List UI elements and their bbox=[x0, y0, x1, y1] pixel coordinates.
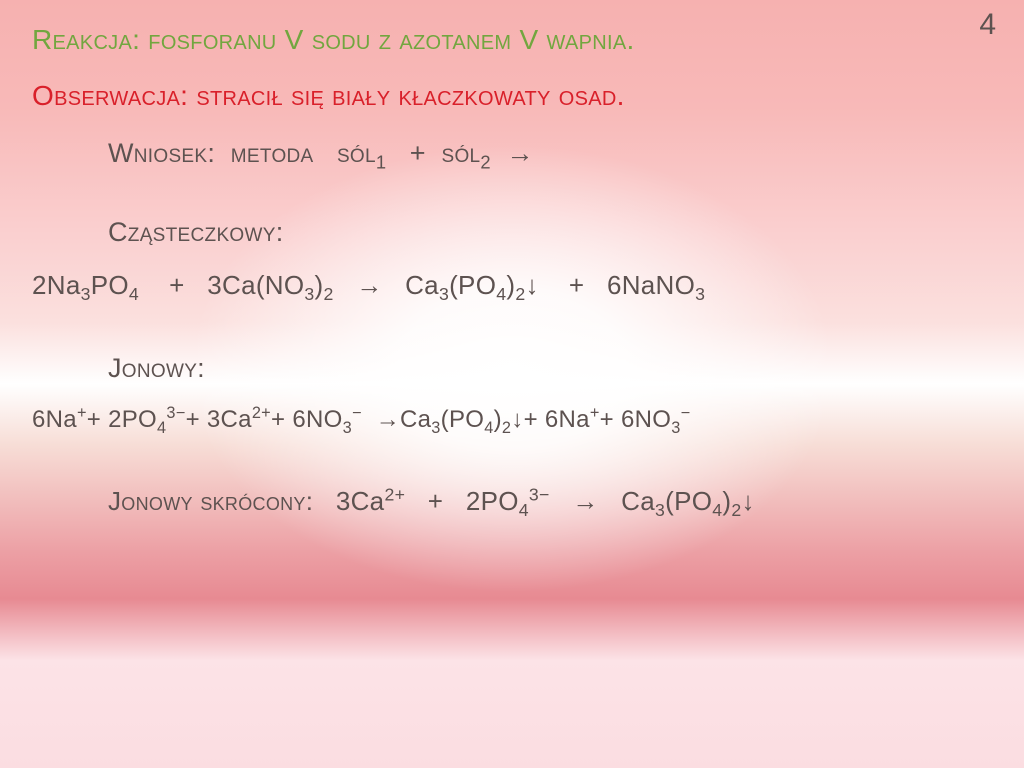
i-s7: 2 bbox=[502, 419, 511, 437]
ionic-equation: 6Na++ 2PO43−+ 3Ca2++ 6NO3− →Ca3(PO4)2↓+ … bbox=[32, 406, 1008, 434]
i-u1: + bbox=[77, 404, 87, 422]
arrow: → bbox=[507, 138, 534, 168]
i-l7: ) bbox=[494, 406, 502, 433]
reaction-label: Reakcja: bbox=[32, 24, 140, 55]
sol2-base: sól bbox=[441, 138, 480, 168]
si-t1: 3Ca bbox=[336, 486, 385, 516]
i-u3: 2+ bbox=[252, 404, 271, 422]
m-t7: ) bbox=[506, 270, 515, 300]
molecular-label: Cząsteczkowy: bbox=[32, 217, 1008, 248]
i-plus2: + bbox=[186, 406, 200, 433]
conclusion-formula: sól1 + sól2 → bbox=[337, 138, 534, 168]
m-s7: 2 bbox=[515, 284, 525, 304]
conclusion-label: Wniosek: bbox=[108, 138, 215, 168]
observation-label: Obserwacja: bbox=[32, 80, 188, 111]
i-plus3: + bbox=[271, 406, 285, 433]
i-u4: − bbox=[352, 404, 362, 422]
m-t2: PO bbox=[91, 270, 129, 300]
molecular-block: Cząsteczkowy: 2Na3PO4 + 3Ca(NO3)2 → Ca3(… bbox=[32, 217, 1008, 301]
si-u1: 2+ bbox=[384, 484, 405, 504]
m-t5: Ca bbox=[405, 270, 439, 300]
si-t3: Ca bbox=[621, 486, 655, 516]
i-arrow: → bbox=[376, 406, 400, 433]
m-s1: 3 bbox=[81, 284, 91, 304]
i-l5: Ca bbox=[400, 406, 431, 433]
m-s4: 2 bbox=[324, 284, 334, 304]
i-l8: 6Na bbox=[545, 406, 590, 433]
m-s8: 3 bbox=[695, 284, 705, 304]
slide: 4 Reakcja: fosforanu V sodu z azotanem V… bbox=[0, 0, 1024, 768]
ionic-block: Jonowy: 6Na++ 2PO43−+ 3Ca2++ 6NO3− →Ca3(… bbox=[32, 353, 1008, 434]
i-plus4: + bbox=[524, 406, 538, 433]
m-plus2: + bbox=[569, 270, 584, 300]
si-s4: 4 bbox=[712, 500, 722, 520]
m-s2: 4 bbox=[129, 284, 139, 304]
si-arrow: → bbox=[572, 486, 598, 516]
si-down: ↓ bbox=[742, 486, 755, 516]
i-s4: 3 bbox=[343, 419, 352, 437]
short-ionic-line: Jonowy skrócony: 3Ca2+ + 2PO43− → Ca3(PO… bbox=[32, 486, 1008, 517]
si-s3: 3 bbox=[655, 500, 665, 520]
si-plus1: + bbox=[428, 486, 443, 516]
observation-line: Obserwacja: stracił się biały kłaczkowat… bbox=[32, 80, 1008, 112]
m-t6: (PO bbox=[449, 270, 496, 300]
i-down: ↓ bbox=[511, 406, 523, 433]
reaction-text: fosforanu V sodu z azotanem V wapnia. bbox=[148, 24, 634, 55]
m-s6: 4 bbox=[496, 284, 506, 304]
m-t3: 3Ca(NO bbox=[207, 270, 304, 300]
molecular-equation: 2Na3PO4 + 3Ca(NO3)2 → Ca3(PO4)2↓ + 6NaNO… bbox=[32, 270, 1008, 301]
i-l4: 6NO bbox=[292, 406, 342, 433]
page-number: 4 bbox=[979, 8, 996, 42]
short-ionic-label: Jonowy skrócony: bbox=[108, 486, 313, 516]
m-s3: 3 bbox=[304, 284, 314, 304]
m-t1: 2Na bbox=[32, 270, 81, 300]
si-s5: 2 bbox=[731, 500, 741, 520]
i-l3: 3Ca bbox=[207, 406, 252, 433]
observation-text: stracił się biały kłaczkowaty osad. bbox=[196, 80, 624, 111]
i-s2: 4 bbox=[157, 419, 166, 437]
ionic-label: Jonowy: bbox=[32, 353, 1008, 384]
m-s5: 3 bbox=[439, 284, 449, 304]
m-t8: 6NaNO bbox=[607, 270, 695, 300]
si-t2: 2PO bbox=[466, 486, 519, 516]
i-plus5: + bbox=[600, 406, 614, 433]
short-ionic-block: Jonowy skrócony: 3Ca2+ + 2PO43− → Ca3(PO… bbox=[32, 486, 1008, 517]
i-l6: (PO bbox=[441, 406, 485, 433]
conclusion-line: Wniosek: metoda sól1 + sól2 → bbox=[32, 138, 1008, 169]
m-arrow: → bbox=[356, 270, 382, 300]
i-l1: 6Na bbox=[32, 406, 77, 433]
i-l9: 6NO bbox=[621, 406, 671, 433]
si-u2: 3− bbox=[529, 484, 550, 504]
i-l2: 2PO bbox=[108, 406, 157, 433]
m-t4: ) bbox=[315, 270, 324, 300]
i-u9: − bbox=[681, 404, 691, 422]
conclusion-method: metoda bbox=[231, 138, 314, 168]
i-s9: 3 bbox=[671, 419, 680, 437]
i-u2: 3− bbox=[166, 404, 185, 422]
reaction-line: Reakcja: fosforanu V sodu z azotanem V w… bbox=[32, 24, 1008, 56]
i-s6: 4 bbox=[484, 419, 493, 437]
m-down: ↓ bbox=[525, 270, 538, 300]
si-t5: ) bbox=[722, 486, 731, 516]
si-t4: (PO bbox=[665, 486, 712, 516]
si-s2: 4 bbox=[519, 500, 529, 520]
i-plus1: + bbox=[87, 406, 101, 433]
plus: + bbox=[410, 138, 426, 168]
sol2-sub: 2 bbox=[480, 151, 491, 172]
sol1-sub: 1 bbox=[376, 151, 387, 172]
m-plus1: + bbox=[169, 270, 184, 300]
sol1-base: sól bbox=[337, 138, 376, 168]
i-u8: + bbox=[590, 404, 600, 422]
i-s5: 3 bbox=[431, 419, 440, 437]
